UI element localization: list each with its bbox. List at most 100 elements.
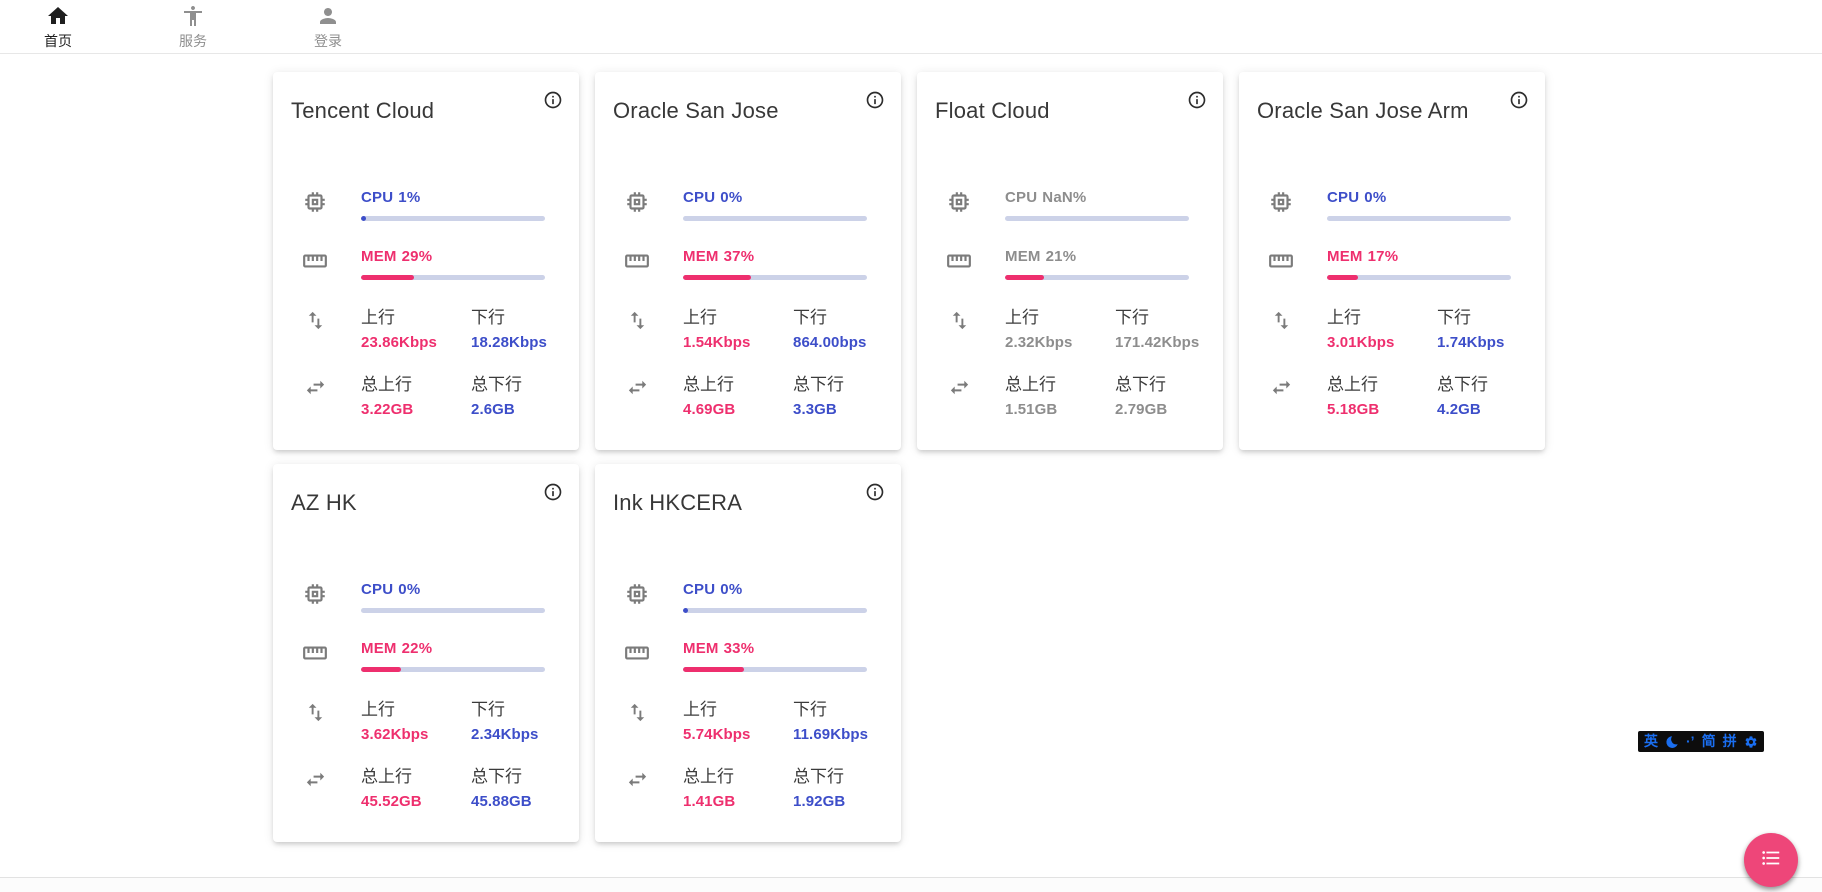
upload-label: 上行 xyxy=(683,700,717,719)
total-upload-label: 总上行 xyxy=(361,375,412,394)
swap-horiz-icon xyxy=(945,373,973,401)
total-download-value: 1.92GB xyxy=(793,793,846,810)
total-upload-label: 总上行 xyxy=(1005,375,1056,394)
total-download-label: 总下行 xyxy=(471,375,522,394)
total-upload-label: 总上行 xyxy=(683,375,734,394)
nav-item-services[interactable]: 服务 xyxy=(165,4,221,49)
cpu-progress-bar xyxy=(683,216,867,221)
metrics: CPU 0% MEM 37% 上行 xyxy=(611,188,885,419)
ime-mode-text[interactable]: 简 xyxy=(1701,733,1716,749)
metrics: CPU NaN% MEM 21% 上行 xyxy=(933,188,1207,419)
metrics: CPU 0% MEM 17% 上行 xyxy=(1255,188,1529,419)
nav-item-login[interactable]: 登录 xyxy=(300,4,356,49)
swap-horiz-icon xyxy=(623,765,651,793)
download-label: 下行 xyxy=(471,700,505,719)
cpu-chip-icon xyxy=(945,188,973,216)
info-icon[interactable] xyxy=(543,482,563,502)
mem-progress-bar xyxy=(1005,275,1189,280)
download-speed-value: 18.28Kbps xyxy=(471,334,547,351)
server-list-fab[interactable] xyxy=(1744,833,1798,887)
cpu-progress-bar xyxy=(683,608,867,613)
total-download-label: 总下行 xyxy=(471,767,522,786)
nav-label-login: 登录 xyxy=(314,33,342,49)
cpu-progress-bar xyxy=(1327,216,1511,221)
home-icon xyxy=(46,4,70,33)
download-speed-value: 864.00bps xyxy=(793,334,867,351)
footer-divider xyxy=(0,877,1822,878)
gear-icon[interactable] xyxy=(1744,735,1758,749)
swap-horiz-icon xyxy=(1267,373,1295,401)
total-upload-value: 5.18GB xyxy=(1327,401,1380,418)
mem-usage-text: MEM 37% xyxy=(683,248,755,265)
server-name: Oracle San Jose Arm xyxy=(1257,98,1469,123)
cpu-chip-icon xyxy=(301,580,329,608)
total-upload-value: 3.22GB xyxy=(361,401,414,418)
cpu-chip-icon xyxy=(623,188,651,216)
moon-icon[interactable] xyxy=(1665,735,1679,749)
total-upload-label: 总上行 xyxy=(361,767,412,786)
metrics: CPU 0% MEM 33% 上行 xyxy=(611,580,885,811)
ime-mode-text[interactable]: 英 xyxy=(1644,733,1658,749)
cpu-progress-bar xyxy=(1005,216,1189,221)
cpu-usage-text: CPU NaN% xyxy=(1005,189,1087,206)
swap-vert-icon xyxy=(301,306,329,334)
server-card: Ink HKCERA CPU 0% MEM 33% xyxy=(595,464,901,842)
swap-vert-icon xyxy=(623,306,651,334)
ruler-icon xyxy=(1267,247,1295,275)
swap-vert-icon xyxy=(623,698,651,726)
info-icon[interactable] xyxy=(1187,90,1207,110)
mem-usage-text: MEM 29% xyxy=(361,248,433,265)
ime-status-bar[interactable]: 英 ·’ 简拼 xyxy=(1638,731,1764,752)
ime-mode-text[interactable]: ·’ xyxy=(1686,733,1695,749)
info-icon[interactable] xyxy=(543,90,563,110)
metrics: CPU 0% MEM 22% 上行 xyxy=(289,580,563,811)
total-download-value: 4.2GB xyxy=(1437,401,1481,418)
total-upload-label: 总上行 xyxy=(1327,375,1378,394)
upload-speed-value: 3.01Kbps xyxy=(1327,334,1395,351)
ruler-icon xyxy=(301,639,329,667)
upload-label: 上行 xyxy=(1327,308,1361,327)
server-name: Ink HKCERA xyxy=(613,490,743,515)
download-label: 下行 xyxy=(793,700,827,719)
footer-area xyxy=(0,878,1822,892)
server-name: Tencent Cloud xyxy=(291,98,435,123)
swap-vert-icon xyxy=(1267,306,1295,334)
total-download-value: 3.3GB xyxy=(793,401,837,418)
card-grid: Tencent Cloud CPU 1% MEM 29% xyxy=(273,72,1545,842)
server-card: Oracle San Jose Arm CPU 0% ME xyxy=(1239,72,1545,450)
cpu-chip-icon xyxy=(623,580,651,608)
list-icon xyxy=(1760,847,1782,874)
total-upload-value: 1.51GB xyxy=(1005,401,1058,418)
download-speed-value: 1.74Kbps xyxy=(1437,334,1505,351)
total-download-label: 总下行 xyxy=(793,767,844,786)
ime-mode-text[interactable]: 拼 xyxy=(1722,733,1737,749)
download-label: 下行 xyxy=(793,308,827,327)
swap-vert-icon xyxy=(945,306,973,334)
cpu-usage-text: CPU 0% xyxy=(683,581,743,598)
top-nav: 首页 服务 登录 xyxy=(0,0,1822,54)
cpu-usage-text: CPU 0% xyxy=(683,189,743,206)
cpu-usage-text: CPU 1% xyxy=(361,189,421,206)
info-icon[interactable] xyxy=(865,90,885,110)
download-label: 下行 xyxy=(471,308,505,327)
upload-speed-value: 5.74Kbps xyxy=(683,726,751,743)
nav-item-home[interactable]: 首页 xyxy=(30,4,86,49)
mem-usage-text: MEM 17% xyxy=(1327,248,1399,265)
mem-usage-text: MEM 22% xyxy=(361,640,433,657)
total-download-label: 总下行 xyxy=(1437,375,1488,394)
mem-progress-bar xyxy=(361,275,545,280)
mem-progress-bar xyxy=(683,275,867,280)
server-card: Float Cloud CPU NaN% MEM 21% xyxy=(917,72,1223,450)
mem-progress-bar xyxy=(1327,275,1511,280)
cpu-progress-bar xyxy=(361,216,545,221)
total-download-label: 总下行 xyxy=(1115,375,1166,394)
upload-label: 上行 xyxy=(683,308,717,327)
server-name: Float Cloud xyxy=(935,98,1050,123)
nav-label-home: 首页 xyxy=(44,33,72,49)
cpu-chip-icon xyxy=(301,188,329,216)
swap-horiz-icon xyxy=(301,373,329,401)
info-icon[interactable] xyxy=(1509,90,1529,110)
info-icon[interactable] xyxy=(865,482,885,502)
total-download-value: 2.79GB xyxy=(1115,401,1168,418)
nav-label-services: 服务 xyxy=(179,33,207,49)
